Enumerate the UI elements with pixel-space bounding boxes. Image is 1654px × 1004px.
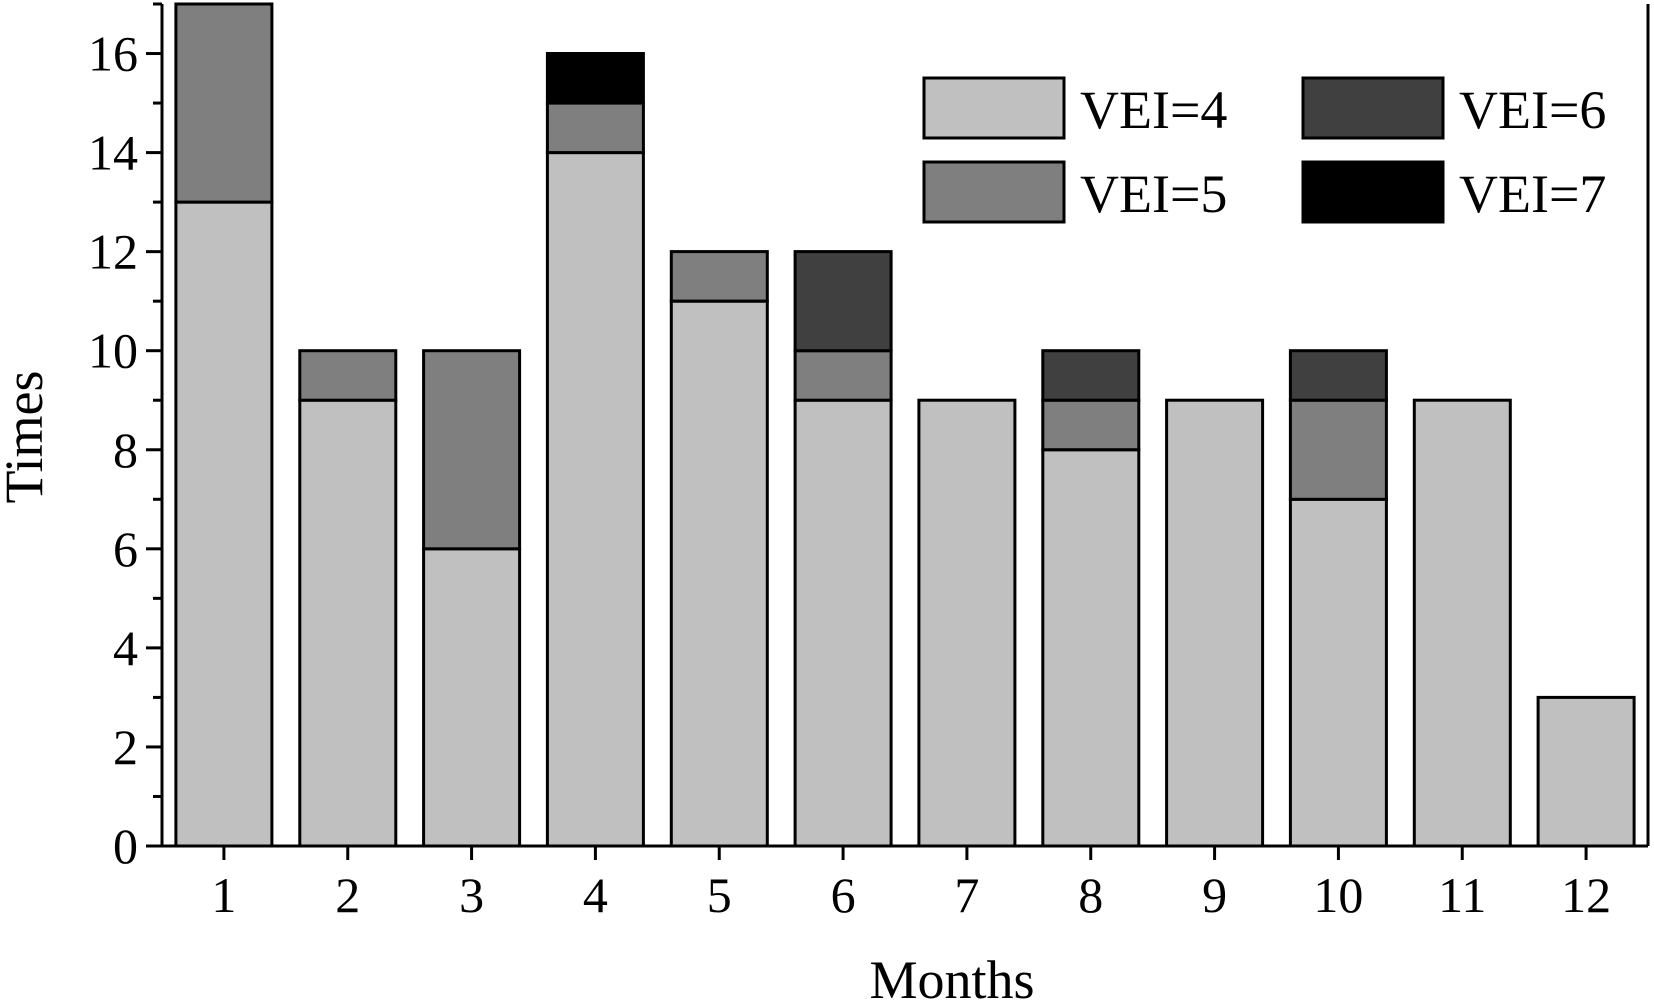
bar-month-10-series-2 — [1288, 398, 1388, 501]
y-tick-label: 2 — [113, 719, 138, 775]
bar-month-6-series-1 — [793, 398, 893, 848]
x-axis-title: Months — [869, 950, 1034, 1004]
x-tick-label: 1 — [211, 867, 236, 923]
y-tick-label: 14 — [88, 125, 138, 181]
bar-month-6-series-3 — [793, 250, 893, 353]
x-tick-label: 5 — [707, 867, 732, 923]
x-tick-label: 7 — [954, 867, 979, 923]
bar-month-8-series-3 — [1041, 349, 1141, 402]
y-tick-label: 8 — [113, 422, 138, 478]
x-tick-label: 2 — [335, 867, 360, 923]
y-tick-label: 6 — [113, 521, 138, 577]
bar-month-11-series-1 — [1412, 398, 1512, 848]
bar-month-2-series-2 — [298, 349, 398, 402]
bar-month-10-series-1 — [1288, 497, 1388, 848]
y-axis-title: Times — [0, 370, 54, 503]
legend-label-4: VEI=7 — [1459, 164, 1606, 224]
legend-label-3: VEI=6 — [1459, 80, 1606, 140]
bar-month-3-series-1 — [422, 547, 522, 848]
legend-swatch-4 — [1301, 160, 1445, 224]
bar-month-2-series-1 — [298, 398, 398, 848]
y-tick-label: 0 — [113, 818, 138, 874]
bar-month-4-series-2 — [545, 101, 645, 155]
bar-month-3-series-2 — [422, 349, 522, 551]
axes-group — [160, 4, 1650, 848]
x-tick-label: 9 — [1202, 867, 1227, 923]
legend-swatch-1 — [922, 76, 1066, 140]
bar-month-7-series-1 — [917, 398, 1017, 848]
legend-swatch-3 — [1301, 76, 1445, 140]
legend-label-1: VEI=4 — [1080, 80, 1227, 140]
bar-month-8-series-1 — [1041, 448, 1141, 848]
bar-month-5-series-1 — [669, 299, 769, 848]
x-tick-label: 11 — [1438, 867, 1486, 923]
legend: VEI=4 VEI=5 VEI=6 VEI=7 — [922, 76, 1606, 224]
x-tick-label: 8 — [1078, 867, 1103, 923]
bar-month-4-series-1 — [545, 151, 645, 848]
bar-month-8-series-2 — [1041, 398, 1141, 452]
bar-month-5-series-2 — [669, 250, 769, 303]
bar-month-12-series-1 — [1536, 695, 1636, 848]
x-tick-label: 12 — [1561, 867, 1611, 923]
x-tick-label: 4 — [583, 867, 608, 923]
bar-month-10-series-3 — [1288, 349, 1388, 402]
y-tick-label: 4 — [113, 620, 138, 676]
y-tick-label: 10 — [88, 323, 138, 379]
x-tick-label: 10 — [1313, 867, 1363, 923]
bar-month-1-series-2 — [174, 2, 274, 204]
y-tick-label: 16 — [88, 26, 138, 82]
bar-month-4-series-4 — [545, 52, 645, 105]
bar-month-1-series-1 — [174, 200, 274, 848]
x-tick-label: 3 — [459, 867, 484, 923]
bar-month-9-series-1 — [1165, 398, 1265, 848]
legend-label-2: VEI=5 — [1080, 164, 1227, 224]
y-tick-label: 12 — [88, 224, 138, 280]
bar-month-6-series-2 — [793, 349, 893, 402]
x-tick-label: 6 — [831, 867, 856, 923]
legend-swatch-2 — [922, 160, 1066, 224]
bars-group — [174, 2, 1636, 848]
